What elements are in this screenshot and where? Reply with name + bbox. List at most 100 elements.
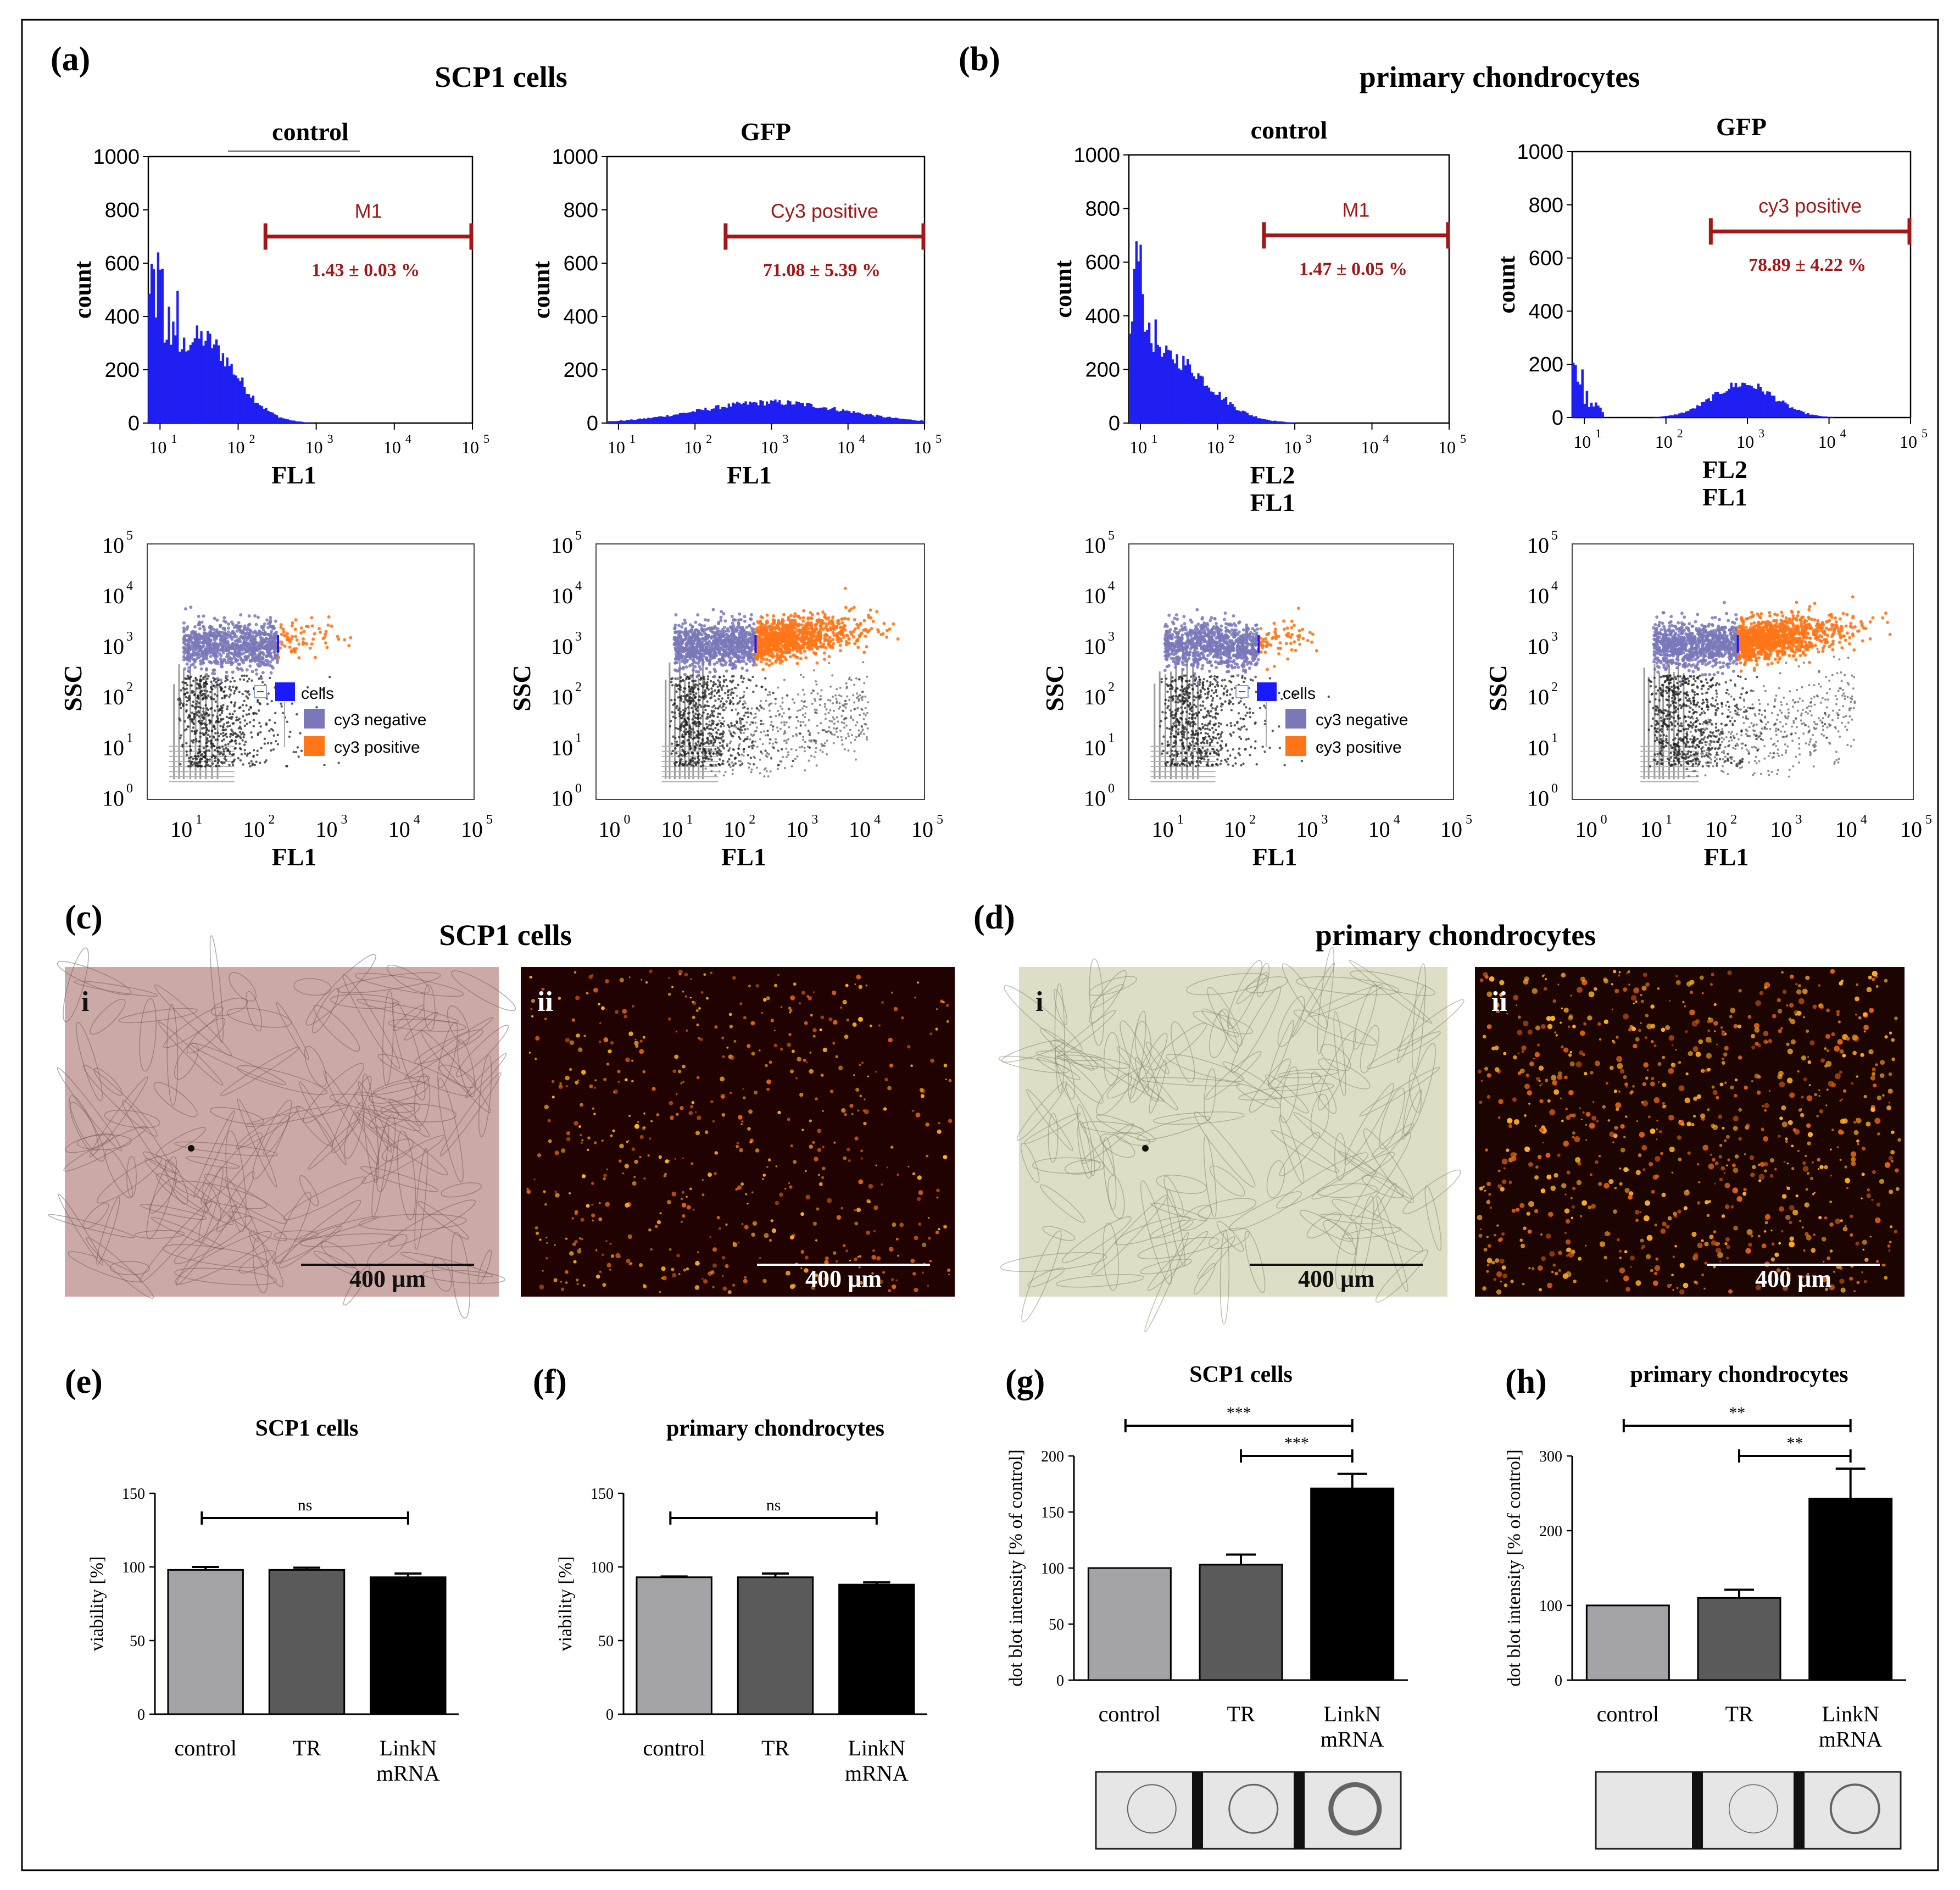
point-debris	[690, 707, 693, 709]
point-debris	[274, 721, 276, 724]
point-debris	[182, 704, 185, 708]
hist-bar	[1784, 402, 1787, 418]
point-debris	[219, 725, 222, 727]
point-positive	[791, 648, 795, 652]
point-debris	[832, 702, 834, 705]
point-debris	[248, 708, 250, 711]
point-negative	[187, 666, 191, 670]
hist-bar	[1229, 402, 1232, 423]
point-debris	[737, 683, 740, 686]
point-debris	[679, 759, 682, 762]
point-debris	[844, 700, 847, 703]
x-tick-exponent: 5	[483, 432, 489, 446]
point-debris	[855, 677, 858, 680]
point-debris	[192, 722, 196, 726]
hist-bar	[1691, 408, 1695, 418]
panel-letter-h: (h)	[1505, 1363, 1547, 1400]
point-debris	[205, 764, 208, 766]
point-negative	[207, 640, 211, 643]
point-debris	[771, 729, 774, 731]
point-negative	[747, 654, 750, 658]
hist-bar	[782, 405, 786, 423]
point-positive	[279, 626, 283, 630]
point-debris	[222, 750, 226, 753]
hist-bar	[232, 374, 235, 423]
point-debris	[196, 682, 198, 685]
point-debris	[268, 719, 271, 721]
hist-bar	[284, 419, 287, 423]
hist-bar	[1705, 399, 1708, 418]
point-debris	[725, 700, 728, 703]
hist-bar	[856, 412, 859, 423]
point-debris	[203, 689, 206, 692]
point-negative	[694, 661, 698, 665]
point-debris	[691, 757, 694, 760]
point-debris	[218, 753, 221, 755]
hist-bar	[850, 413, 853, 423]
point-debris	[727, 696, 730, 699]
point-debris	[770, 757, 772, 759]
point-debris	[670, 681, 673, 683]
point-debris	[735, 687, 738, 690]
point-debris	[694, 695, 697, 698]
point-debris	[847, 735, 850, 738]
legend-label-negative: cy3 negative	[334, 711, 426, 729]
hist-bar	[1221, 399, 1223, 423]
point-debris	[864, 707, 867, 709]
point-debris	[839, 730, 842, 732]
hist-bar	[1176, 354, 1178, 423]
point-debris	[231, 733, 234, 737]
point-debris	[722, 759, 725, 763]
point-debris	[683, 687, 686, 690]
point-debris	[703, 678, 706, 681]
point-debris	[833, 733, 836, 736]
point-debris	[233, 732, 237, 735]
point-debris	[220, 697, 224, 700]
point-negative	[712, 675, 716, 679]
hist-bar	[280, 417, 283, 423]
point-debris	[722, 685, 725, 687]
point-debris	[810, 740, 812, 743]
hist-bar	[168, 307, 170, 423]
hist-bar	[854, 413, 858, 423]
hist-bar	[1820, 416, 1823, 418]
hist-bar	[895, 418, 898, 423]
point-debris	[840, 736, 843, 738]
point-positive	[343, 638, 347, 642]
point-debris	[672, 735, 675, 738]
point-debris	[687, 706, 690, 709]
point-debris	[199, 690, 203, 693]
point-negative	[688, 664, 692, 668]
point-debris	[768, 691, 771, 693]
hist-bar	[193, 338, 196, 423]
point-debris	[300, 749, 303, 752]
point-debris	[192, 726, 195, 729]
point-positive	[347, 644, 351, 648]
point-debris	[704, 767, 707, 770]
point-debris	[708, 720, 711, 723]
point-debris	[721, 716, 724, 719]
point-debris	[245, 674, 248, 677]
point-debris	[250, 736, 253, 739]
point-negative	[684, 633, 688, 637]
hist-bar	[1725, 391, 1728, 418]
point-negative	[744, 640, 748, 644]
point-positive	[310, 642, 314, 646]
hist-bar	[179, 352, 181, 423]
hist-bar	[880, 415, 883, 423]
point-negative	[199, 667, 203, 671]
point-debris	[240, 727, 243, 730]
point-negative	[209, 654, 213, 658]
hist-bar	[808, 403, 811, 423]
point-debris	[758, 709, 761, 712]
point-debris	[281, 711, 285, 715]
point-debris	[722, 774, 725, 777]
point-debris	[856, 721, 859, 724]
point-debris	[819, 694, 822, 697]
hist-bar	[1257, 418, 1260, 423]
point-negative	[732, 662, 736, 666]
point-negative	[205, 668, 209, 672]
point-negative	[752, 622, 756, 626]
point-debris	[862, 661, 865, 664]
point-negative	[691, 625, 694, 629]
